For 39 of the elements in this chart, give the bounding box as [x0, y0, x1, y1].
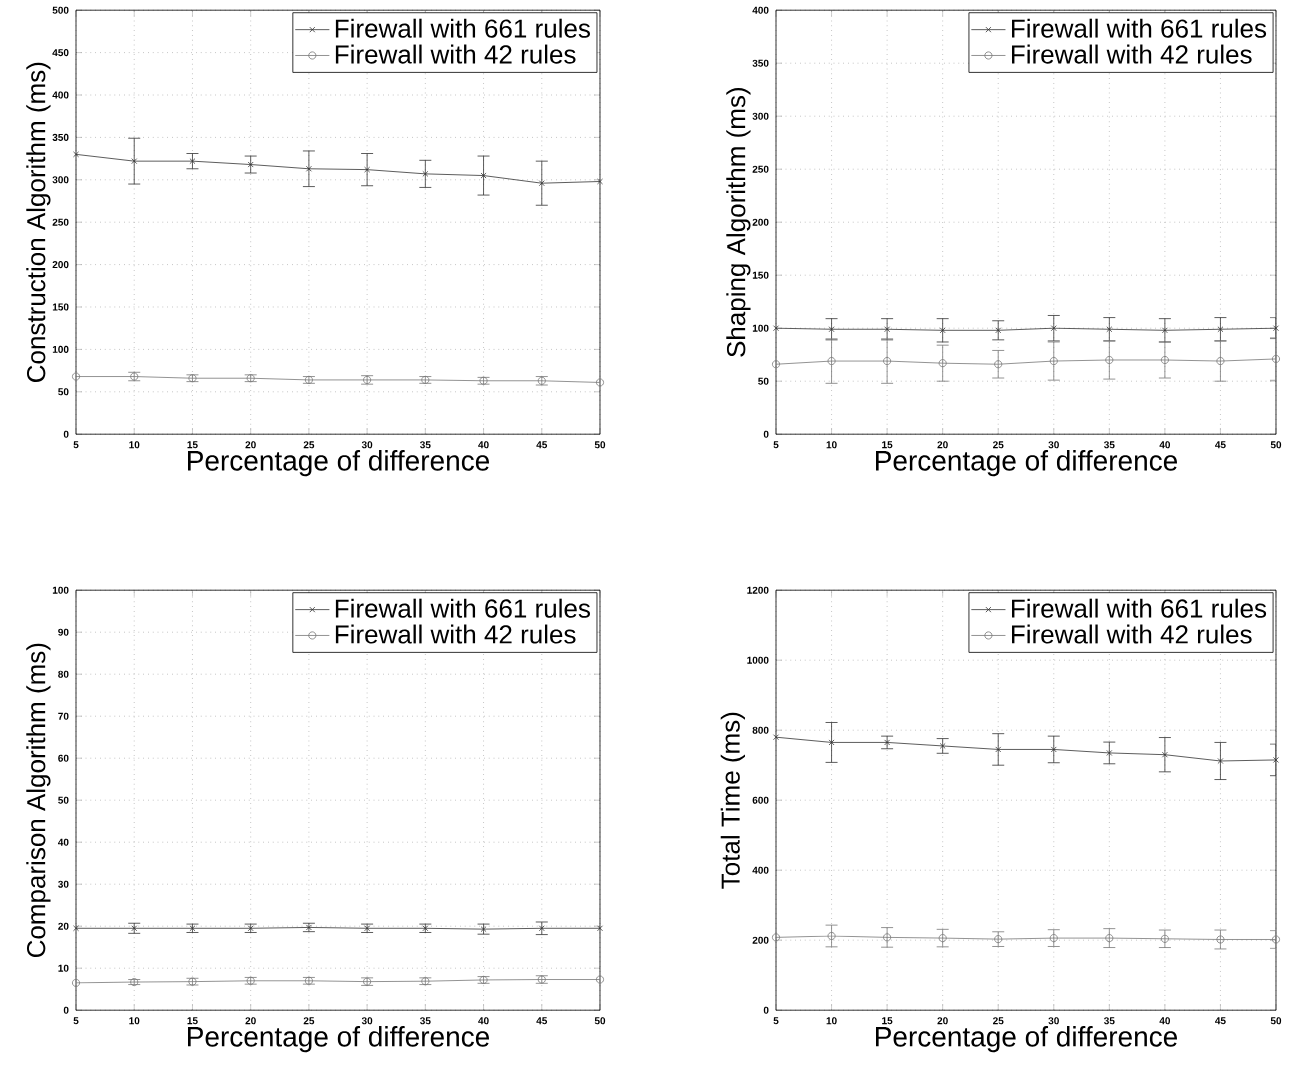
legend-label: Firewall with 661 rules	[1012, 18, 1267, 38]
legend-label: Firewall with 42 rules	[1012, 624, 1252, 644]
y-axis-title: Comparison Algorithm (ms)	[26, 643, 51, 957]
legend-label: Firewall with 661 rules	[1012, 598, 1267, 618]
legend-label: Firewall with 42 rules	[335, 44, 576, 64]
point	[305, 924, 312, 931]
point	[827, 931, 836, 940]
point	[364, 925, 371, 932]
point	[304, 976, 313, 985]
x-axis-title: Percentage of difference	[188, 449, 490, 477]
point	[189, 158, 196, 164]
point	[247, 161, 254, 168]
legend-label: Firewall with 42 rules	[1012, 44, 1252, 64]
point	[939, 742, 946, 749]
x-axis-title: Percentage of difference	[188, 1025, 490, 1053]
point	[884, 739, 891, 746]
point	[1160, 934, 1169, 943]
legend-label: Firewall with 42 rules	[335, 624, 576, 644]
point	[883, 933, 892, 942]
point	[884, 326, 891, 333]
point	[938, 933, 947, 942]
point	[1105, 933, 1114, 942]
point	[130, 977, 139, 986]
legend-label: Firewall with 661 rules	[335, 598, 590, 618]
legend-label: Firewall with 661 rules	[335, 18, 590, 38]
point	[304, 375, 313, 384]
point	[995, 327, 1002, 334]
x-axis-title: Percentage of difference	[876, 1025, 1178, 1053]
point	[1049, 933, 1058, 942]
point	[363, 977, 372, 986]
point	[246, 374, 255, 383]
point	[828, 326, 835, 333]
y-axis-title: Construction Algorithm (ms)	[26, 62, 51, 382]
point	[994, 935, 1003, 944]
x-axis-title: Percentage of difference	[876, 449, 1178, 477]
point	[421, 375, 430, 384]
point	[1216, 935, 1225, 944]
y-axis-title: Shaping Algorithm (ms)	[726, 87, 751, 357]
y-axis-title: Total Time (ms)	[720, 712, 745, 889]
